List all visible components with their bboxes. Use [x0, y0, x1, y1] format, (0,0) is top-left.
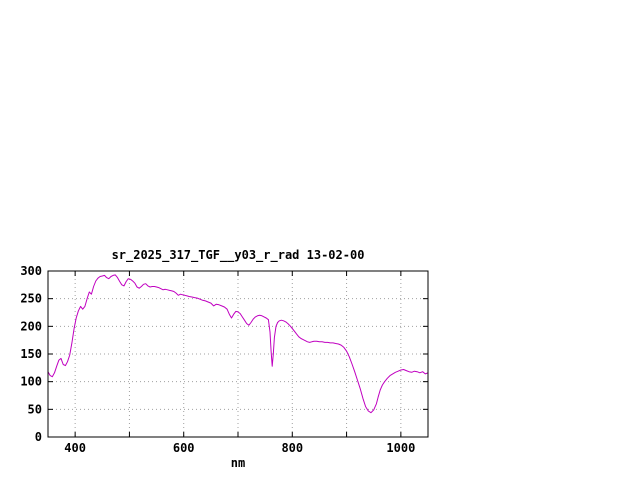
- x-axis-label: nm: [231, 456, 245, 470]
- plot-border: [47, 270, 429, 438]
- spectrum-line: [47, 274, 429, 414]
- x-tick-label: 400: [64, 441, 86, 455]
- grid-lines: [48, 271, 428, 437]
- y-tick-label: 50: [28, 402, 42, 416]
- tick-labels: 0 50 100 150 200 250 300 400 600 800 1000: [20, 264, 415, 455]
- y-tick-label: 300: [20, 264, 42, 278]
- x-tick-label: 800: [281, 441, 303, 455]
- data-series: [47, 274, 429, 414]
- y-tick-label: 250: [20, 292, 42, 306]
- x-tick-label: 1000: [386, 441, 415, 455]
- y-tick-label: 0: [35, 430, 42, 444]
- chart-title: sr_2025_317_TGF__y03_r_rad 13-02-00: [112, 248, 365, 263]
- y-tick-label: 200: [20, 319, 42, 333]
- y-tick-label: 150: [20, 347, 42, 361]
- x-tick-label: 600: [173, 441, 195, 455]
- y-tick-label: 100: [20, 375, 42, 389]
